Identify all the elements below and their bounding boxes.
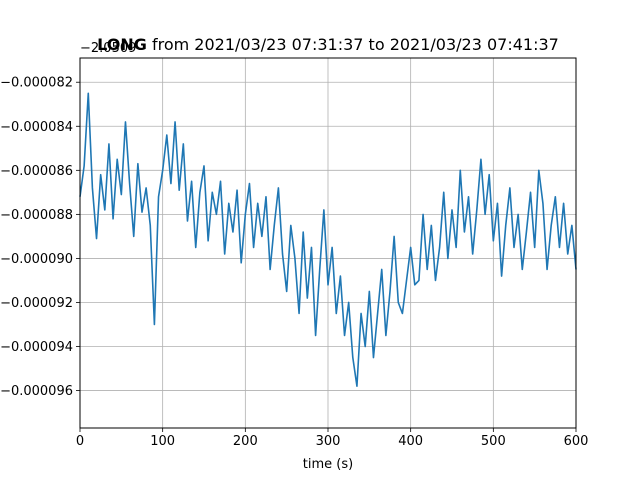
y-tick-label: −0.000082 — [0, 76, 73, 91]
y-tick-label: −0.000096 — [0, 384, 73, 399]
grid — [79, 58, 577, 428]
x-tick-label: 300 — [316, 434, 341, 449]
y-tick-label: −0.000092 — [0, 296, 73, 311]
x-axis-label: time (s) — [303, 457, 353, 472]
x-axis: 0 100 200 300 400 500 600 — [76, 428, 589, 449]
chart-title-bold: LONG — [97, 35, 147, 54]
x-tick-label: 0 — [76, 434, 84, 449]
chart-title: LONG from 2021/03/23 07:31:37 to 2021/03… — [97, 35, 559, 54]
x-tick-label: 600 — [564, 434, 589, 449]
y-tick-label: −0.000088 — [0, 208, 73, 223]
y-tick-label: −0.000084 — [0, 120, 73, 135]
y-offset-text: −2.0509 — [80, 41, 136, 56]
x-tick-label: 200 — [233, 434, 258, 449]
y-tick-label: −0.000086 — [0, 164, 73, 179]
x-tick-label: 100 — [150, 434, 175, 449]
chart-title-rest: from 2021/03/23 07:31:37 to 2021/03/23 0… — [147, 35, 559, 54]
plot-area — [79, 92, 577, 387]
y-axis: −0.000082 −0.000084 −0.000086 −0.000088 −0.0… — [0, 76, 80, 399]
x-tick-label: 500 — [481, 434, 506, 449]
y-tick-label: −0.000094 — [0, 340, 73, 355]
x-tick-label: 400 — [398, 434, 423, 449]
y-tick-label: −0.000090 — [0, 252, 73, 267]
series-line — [79, 92, 577, 387]
